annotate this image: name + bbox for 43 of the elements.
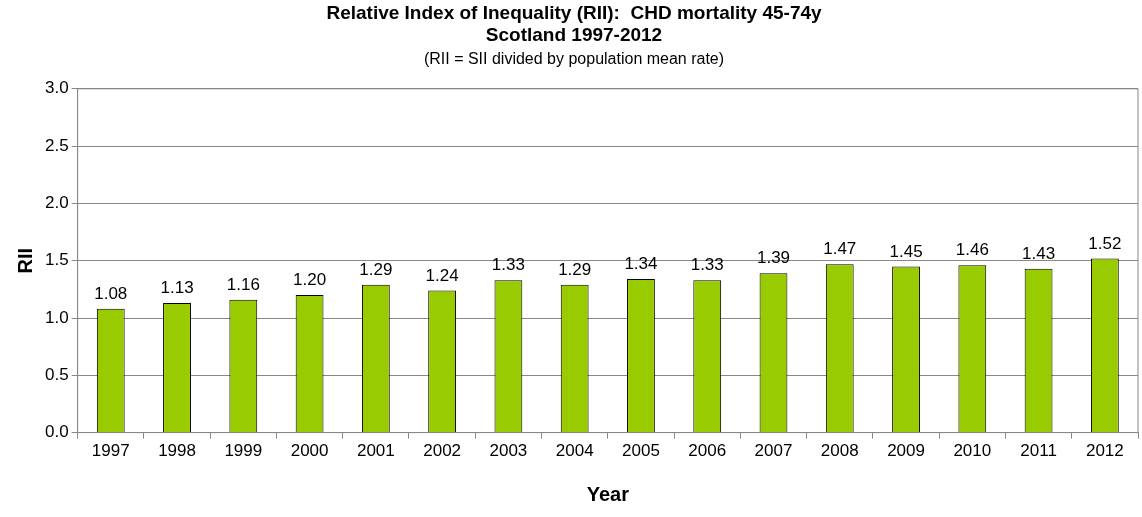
- y-axis-title: RII: [13, 247, 36, 274]
- x-tick-label: 2000: [290, 441, 329, 461]
- x-tick-label: 2007: [754, 441, 793, 461]
- data-label: 1.13: [160, 278, 194, 298]
- data-label: 1.24: [425, 265, 459, 285]
- data-label: 1.47: [823, 239, 857, 259]
- x-tick-label: 2006: [688, 441, 727, 461]
- data-label: 1.45: [889, 241, 923, 261]
- data-label: 1.33: [491, 255, 525, 275]
- x-tick-label: 2002: [423, 441, 462, 461]
- x-tick-label: 2008: [820, 441, 859, 461]
- data-label: 1.46: [955, 240, 989, 260]
- y-tick-label: 0.0: [44, 422, 69, 442]
- y-tick-label: 2.5: [44, 135, 69, 155]
- data-label: 1.20: [293, 270, 327, 290]
- data-label: 1.52: [1088, 233, 1122, 253]
- x-tick-label: 2001: [356, 441, 395, 461]
- x-tick-label: 1998: [158, 441, 196, 461]
- y-tick-label: 1.5: [44, 250, 69, 270]
- data-label: 1.43: [1022, 243, 1056, 263]
- y-tick-label: 2.0: [44, 193, 69, 213]
- data-label: 1.16: [226, 274, 260, 294]
- data-label: 1.29: [359, 259, 393, 279]
- x-tick-label: 2004: [555, 441, 594, 461]
- data-label: 1.39: [756, 248, 791, 268]
- x-axis-title: Year: [586, 482, 630, 505]
- y-tick-label: 3.0: [44, 78, 69, 98]
- x-tick-label: 2011: [1020, 441, 1057, 461]
- y-tick-label: 0.5: [44, 364, 69, 384]
- y-tick-label: 1.0: [44, 307, 69, 327]
- x-tick-label: 2009: [887, 441, 925, 461]
- data-label: 1.33: [690, 255, 724, 275]
- data-label: 1.34: [624, 254, 658, 274]
- x-tick-label: 2003: [489, 441, 528, 461]
- data-label: 1.08: [94, 284, 128, 304]
- x-tick-label: 1997: [91, 441, 130, 461]
- data-label: 1.29: [558, 259, 592, 279]
- x-tick-label: 2010: [953, 441, 992, 461]
- x-tick-label: 1999: [224, 441, 263, 461]
- x-tick-label: 2012: [1085, 441, 1124, 461]
- x-tick-label: 2005: [622, 441, 660, 461]
- chart-title: Relative Index of Inequality (RII): CHD mortality 45-74y Scotland 1997-2012: [326, 1, 823, 46]
- chart-subtitle: (RII = SII divided by population mean rate): [423, 49, 725, 67]
